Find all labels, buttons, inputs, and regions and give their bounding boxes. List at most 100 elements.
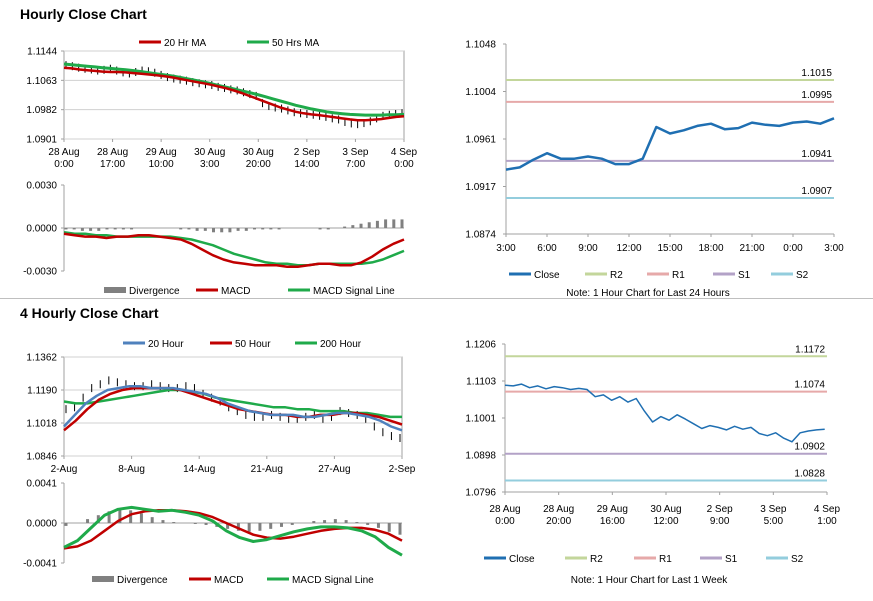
x-tick-label: 12:00 — [653, 516, 678, 527]
x-tick-label: 3 Sep — [342, 147, 369, 158]
x-tick-label: 2-Aug — [51, 464, 78, 475]
x-tick-label: 4 Sep — [814, 504, 841, 515]
x-tick-label: 14-Aug — [183, 464, 215, 475]
level-r2-label: 1.1015 — [801, 68, 832, 79]
close-series-line — [504, 383, 825, 443]
x-tick-label: 21:00 — [739, 243, 764, 254]
y-tick-label: 0.0000 — [26, 224, 57, 235]
close-series-line — [505, 117, 835, 171]
x-tick-label: 30 Aug — [650, 504, 681, 515]
y-tick-label: 1.1001 — [465, 414, 496, 425]
x-tick-label: 12:00 — [616, 243, 641, 254]
legend-label: Close — [534, 270, 560, 281]
y-tick-label: 1.0901 — [26, 135, 57, 146]
legend-label: R1 — [659, 554, 672, 565]
x-tick-label: 8-Aug — [118, 464, 145, 475]
y-tick-label: 1.1004 — [465, 87, 496, 98]
level-s2-label: 1.0907 — [801, 186, 832, 197]
x-tick-label: 0:00 — [394, 159, 414, 170]
legend-label: Divergence — [129, 286, 180, 297]
y-tick-label: 1.0982 — [26, 105, 57, 116]
legend-label: R2 — [610, 270, 623, 281]
x-tick-label: 28 Aug — [489, 504, 520, 515]
x-tick-label: 6:00 — [537, 243, 557, 254]
x-tick-label: 14:00 — [294, 159, 319, 170]
x-tick-label: 20:00 — [246, 159, 271, 170]
x-tick-label: 30 Aug — [243, 147, 274, 158]
legend-label: R2 — [590, 554, 603, 565]
x-tick-label: 5:00 — [764, 516, 784, 527]
x-tick-label: 9:00 — [710, 516, 730, 527]
x-tick-label: 2-Sep — [389, 464, 416, 475]
y-tick-label: -0.0041 — [23, 559, 57, 570]
y-tick-label: 1.0898 — [465, 451, 496, 462]
hourly-section-title: Hourly Close Chart — [20, 6, 147, 22]
section-divider — [0, 298, 873, 299]
200-hour-series-line — [63, 388, 402, 419]
legend-label: 50 Hour — [235, 339, 271, 350]
plot-frame — [63, 50, 405, 140]
x-tick-label: 20:00 — [546, 516, 571, 527]
legend-label: 200 Hour — [320, 339, 362, 350]
20-hour-series-line — [63, 384, 403, 432]
y-tick-label: 1.1190 — [27, 386, 57, 397]
y-tick-label: 1.1103 — [466, 377, 496, 388]
legend-label: Close — [509, 554, 535, 565]
legend-swatch — [104, 287, 126, 293]
y-tick-label: 1.1362 — [26, 353, 57, 364]
x-tick-label: 4 Sep — [391, 147, 418, 158]
x-tick-label: 29 Aug — [146, 147, 177, 158]
legend-label: 20 Hour — [148, 339, 184, 350]
x-tick-label: 2 Sep — [294, 147, 321, 158]
legend-label: Divergence — [117, 575, 168, 586]
y-tick-label: 1.1144 — [27, 47, 57, 58]
four-hourly-section-title: 4 Hourly Close Chart — [20, 305, 159, 321]
x-tick-label: 28 Aug — [543, 504, 574, 515]
y-tick-label: 1.1048 — [465, 40, 496, 51]
x-tick-label: 1:00 — [817, 516, 837, 527]
legend-label: S2 — [796, 270, 809, 281]
level-r2-label: 1.1172 — [795, 344, 825, 355]
50-hour-series-line — [63, 386, 403, 432]
y-tick-label: 0.0000 — [26, 519, 57, 530]
x-tick-label: 7:00 — [346, 159, 366, 170]
y-tick-label: 0.0041 — [26, 479, 57, 490]
legend-label: MACD Signal Line — [292, 575, 374, 586]
x-tick-label: 28 Aug — [48, 147, 79, 158]
chart-note: Note: 1 Hour Chart for Last 1 Week — [571, 575, 729, 586]
legend-label: MACD — [221, 286, 250, 297]
level-r1-label: 1.1074 — [794, 380, 825, 391]
legend-swatch — [92, 576, 114, 582]
x-tick-label: 3 Sep — [760, 504, 787, 515]
x-tick-label: 10:00 — [149, 159, 174, 170]
level-s1-label: 1.0941 — [801, 149, 832, 160]
y-tick-label: 1.0961 — [465, 135, 496, 146]
y-tick-label: 1.0917 — [465, 182, 496, 193]
x-tick-label: 0:00 — [783, 243, 803, 254]
x-tick-label: 18:00 — [698, 243, 723, 254]
level-s2-label: 1.0828 — [794, 468, 825, 479]
macd-series-line — [63, 505, 403, 557]
y-tick-label: 1.0846 — [26, 452, 57, 463]
y-tick-label: 1.1063 — [26, 76, 57, 87]
y-tick-label: 1.1206 — [465, 340, 496, 351]
legend-label: S2 — [791, 554, 804, 565]
x-tick-label: 3:00 — [200, 159, 220, 170]
x-tick-label: 16:00 — [600, 516, 625, 527]
y-tick-label: 1.0874 — [465, 230, 496, 241]
x-tick-label: 17:00 — [100, 159, 125, 170]
y-tick-label: 1.1018 — [26, 419, 57, 430]
x-tick-label: 27-Aug — [318, 464, 350, 475]
x-tick-label: 0:00 — [54, 159, 74, 170]
level-r1-label: 1.0995 — [801, 90, 832, 101]
legend-label: 20 Hr MA — [164, 38, 207, 49]
x-tick-label: 28 Aug — [97, 147, 128, 158]
legend-label: MACD — [214, 575, 243, 586]
50-hrs-ma-series-line — [63, 62, 405, 117]
x-tick-label: 15:00 — [657, 243, 682, 254]
x-tick-label: 29 Aug — [597, 504, 628, 515]
legend-label: MACD Signal Line — [313, 286, 395, 297]
level-s1-label: 1.0902 — [794, 442, 825, 453]
macd-series-line — [63, 232, 405, 268]
